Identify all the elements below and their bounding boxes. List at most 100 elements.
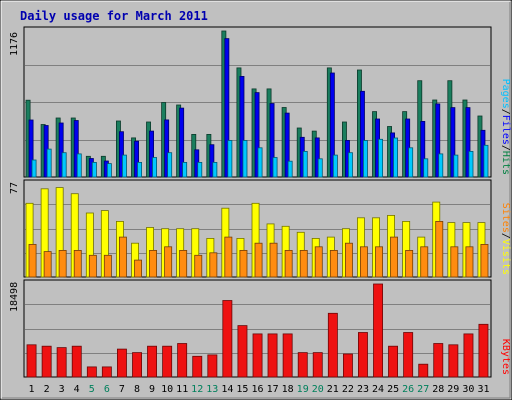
bar-kbytes-day-16 xyxy=(252,333,263,378)
bar-kbytes-day-28 xyxy=(433,343,444,378)
legend-entry: / xyxy=(500,109,511,115)
bar-pages-day-26 xyxy=(408,147,414,178)
bar-sites-day-5 xyxy=(88,254,97,278)
bar-pages-day-28 xyxy=(438,153,444,178)
bar-files-day-10 xyxy=(164,119,170,178)
legend-visits-sites: Sites/Visits xyxy=(500,203,511,275)
bar-files-day-27 xyxy=(420,121,426,178)
bar-pages-day-27 xyxy=(423,158,429,178)
day-label: 3 xyxy=(59,384,65,395)
ymax-label-hits: 1176 xyxy=(9,32,20,56)
bar-pages-day-12 xyxy=(197,161,203,178)
bar-sites-day-11 xyxy=(179,249,188,278)
bar-sites-day-9 xyxy=(149,249,157,278)
ymax-label-visits: 77 xyxy=(9,182,20,194)
bar-sites-day-14 xyxy=(224,236,233,278)
bar-pages-day-1 xyxy=(31,159,37,178)
day-label: 8 xyxy=(134,384,140,395)
bar-sites-day-24 xyxy=(375,246,383,278)
bar-sites-day-23 xyxy=(359,246,368,278)
bar-sites-day-28 xyxy=(435,220,444,278)
bar-pages-day-6 xyxy=(106,163,112,178)
bar-kbytes-day-29 xyxy=(448,344,459,378)
bar-sites-day-30 xyxy=(465,246,474,278)
bar-files-day-18 xyxy=(284,112,290,178)
bar-kbytes-day-12 xyxy=(192,355,203,378)
bar-kbytes-day-6 xyxy=(101,366,112,378)
day-label: 10 xyxy=(161,384,173,395)
day-label: 25 xyxy=(387,384,399,395)
bar-pages-day-16 xyxy=(257,147,263,178)
day-label: 2 xyxy=(44,384,50,395)
bars-visits-panel xyxy=(25,187,489,278)
chart-title: Daily usage for March 2011 xyxy=(20,9,208,23)
bar-pages-day-8 xyxy=(137,161,142,178)
day-label: 7 xyxy=(119,384,125,395)
day-label: 15 xyxy=(236,384,248,395)
bar-kbytes-day-21 xyxy=(327,312,338,378)
bar-files-day-13 xyxy=(209,144,215,178)
bar-sites-day-18 xyxy=(284,249,293,278)
bar-kbytes-day-13 xyxy=(207,354,218,378)
legend-entry: Sites xyxy=(500,203,511,233)
bar-kbytes-day-19 xyxy=(297,352,308,378)
bar-pages-day-20 xyxy=(317,158,323,178)
day-label: 29 xyxy=(447,384,459,395)
bar-sites-day-4 xyxy=(73,249,82,278)
day-label: 30 xyxy=(462,384,474,395)
day-label: 27 xyxy=(417,384,429,395)
bar-files-day-23 xyxy=(359,90,365,178)
bar-pages-day-10 xyxy=(167,152,173,178)
bar-pages-day-21 xyxy=(332,154,338,178)
bar-sites-day-29 xyxy=(450,246,459,278)
bar-sites-day-25 xyxy=(390,236,398,278)
legend-entry: Files xyxy=(500,115,511,145)
bar-kbytes-day-26 xyxy=(403,332,414,378)
day-label: 28 xyxy=(432,384,444,395)
bar-kbytes-day-27 xyxy=(418,363,429,378)
day-label: 21 xyxy=(327,384,339,395)
bar-sites-day-10 xyxy=(164,246,173,278)
day-label: 17 xyxy=(267,384,279,395)
bar-sites-day-1 xyxy=(28,243,37,278)
bar-files-day-1 xyxy=(28,119,34,178)
bar-sites-day-27 xyxy=(420,246,429,278)
bar-pages-day-24 xyxy=(378,138,383,178)
day-label: 14 xyxy=(221,384,233,395)
bar-pages-day-5 xyxy=(91,161,97,178)
bar-kbytes-day-10 xyxy=(162,345,173,378)
bar-pages-day-14 xyxy=(227,140,233,178)
day-label: 5 xyxy=(89,384,95,395)
day-label: 1 xyxy=(28,384,34,395)
bar-sites-day-16 xyxy=(254,242,263,278)
legend-entry: Pages xyxy=(500,79,511,109)
day-label: 11 xyxy=(176,384,188,395)
bar-files-day-15 xyxy=(239,76,245,178)
day-label: 6 xyxy=(104,384,110,395)
bar-kbytes-day-7 xyxy=(117,348,127,378)
day-label: 13 xyxy=(206,384,218,395)
bar-sites-day-7 xyxy=(119,236,127,278)
bar-pages-day-7 xyxy=(122,154,127,178)
bar-pages-day-4 xyxy=(76,153,82,178)
bar-kbytes-day-17 xyxy=(267,333,278,378)
day-label: 4 xyxy=(74,384,80,395)
bar-pages-day-9 xyxy=(152,157,157,178)
bar-files-day-14 xyxy=(224,38,230,178)
bar-sites-day-19 xyxy=(299,249,308,278)
ymax-label-kbytes: 18498 xyxy=(9,282,20,312)
bar-pages-day-17 xyxy=(272,157,278,178)
bar-kbytes-day-5 xyxy=(86,366,97,378)
bar-sites-day-2 xyxy=(43,251,52,278)
bar-sites-day-3 xyxy=(58,249,67,278)
bar-files-day-16 xyxy=(254,92,260,178)
day-label: 31 xyxy=(477,384,489,395)
bar-sites-day-22 xyxy=(344,242,353,278)
bar-kbytes-day-15 xyxy=(237,325,248,378)
bar-pages-day-19 xyxy=(302,150,308,178)
legend-entry: / xyxy=(500,145,511,151)
bar-files-day-28 xyxy=(435,103,441,178)
bar-kbytes-day-9 xyxy=(147,345,158,378)
